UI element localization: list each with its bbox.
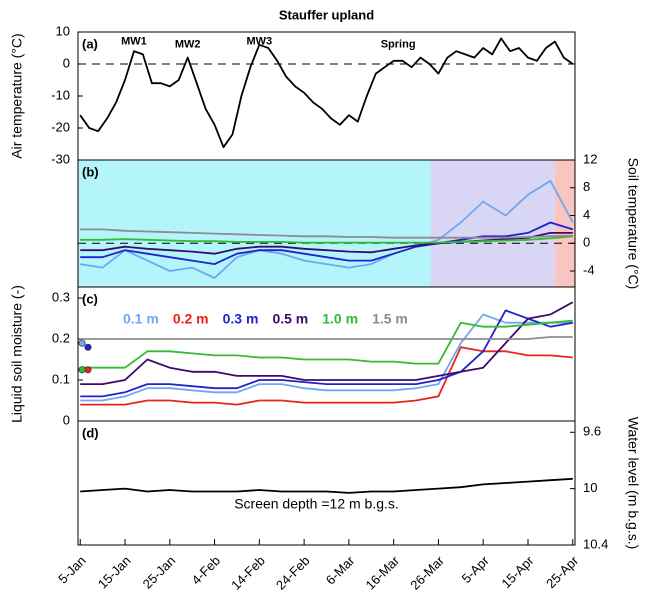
data-line [80,477,573,494]
panel-label: (a) [82,36,98,51]
y-tick-label: 9.6 [583,424,601,439]
legend-label: 0.2 m [173,311,209,327]
annotation: MW2 [175,39,201,51]
data-line [80,221,574,265]
data-line [80,232,573,255]
y-tick-label: 10 [56,23,70,38]
chart-title: Stauffer upland [279,7,374,22]
legend-label: 1.5 m [372,311,408,327]
x-tick-label: 4-Feb [188,553,223,588]
data-line [80,309,573,398]
y-tick-label: -30 [51,151,70,166]
y-tick-label: 12 [583,151,597,166]
y-tick-label: 8 [583,179,590,194]
y-axis-label: Soil temperature (°C) [625,158,641,290]
x-tick-label: 25-Jan [140,553,179,592]
y-axis-label: Liquid soil moisture (-) [9,285,25,423]
data-line [80,301,574,385]
y-tick-label: 0.2 [52,330,70,345]
y-tick-label: 10.4 [583,536,608,551]
annotation: MW1 [121,36,147,48]
data-line [80,313,573,402]
shaded-band [430,160,555,287]
y-tick-label: -4 [583,262,595,277]
y-tick-label: 10 [583,480,597,495]
panel-frame [77,31,576,161]
panel-frame [77,420,576,546]
panel-label: (b) [82,164,99,179]
shaded-band [78,160,431,287]
shaded-band [554,160,575,287]
y-tick-label: 0.3 [52,290,70,305]
data-line [80,228,573,239]
y-axis-label: Water level (m b.g.s.) [625,417,641,550]
legend-label: 0.5 m [272,311,308,327]
x-tick-label: 14-Feb [228,553,268,593]
panel-label: (c) [82,291,98,306]
legend-label: 1.0 m [322,311,358,327]
x-tick-label: 24-Feb [273,553,313,593]
y-tick-label: 0 [583,235,590,250]
x-tick-label: 26-Mar [407,552,447,592]
data-line [80,336,573,340]
x-tick-label: 15-Apr [498,552,537,591]
x-tick-label: 15-Jan [95,553,134,592]
data-line [80,179,574,279]
legend-label: 0.3 m [223,311,259,327]
x-tick-label: 5-Jan [55,553,89,587]
start-marker [78,339,86,347]
annotation: Spring [381,39,416,51]
panel-label: (d) [82,425,99,440]
y-tick-label: 4 [583,207,590,222]
start-marker [78,366,86,374]
data-line [80,235,573,244]
y-tick-label: 0 [63,55,70,70]
x-tick-label: 16-Mar [362,552,402,592]
data-line [79,37,574,149]
x-tick-label: 25-Apr [543,552,582,591]
y-tick-label: 0 [63,412,70,427]
legend-label: 0.1 m [123,311,159,327]
note: Screen depth =12 m b.g.s. [234,496,399,512]
x-tick-label: 6-Mar [323,552,358,587]
y-axis-label: Air temperature (°C) [9,33,25,158]
start-marker [84,366,92,374]
y-tick-label: -10 [51,87,70,102]
data-line [80,319,573,369]
annotation: MW3 [247,36,273,48]
start-marker [84,343,92,351]
data-line [80,346,573,406]
y-tick-label: -20 [51,119,70,134]
y-tick-label: 0.1 [52,371,70,386]
x-tick-label: 5-Apr [459,552,493,586]
